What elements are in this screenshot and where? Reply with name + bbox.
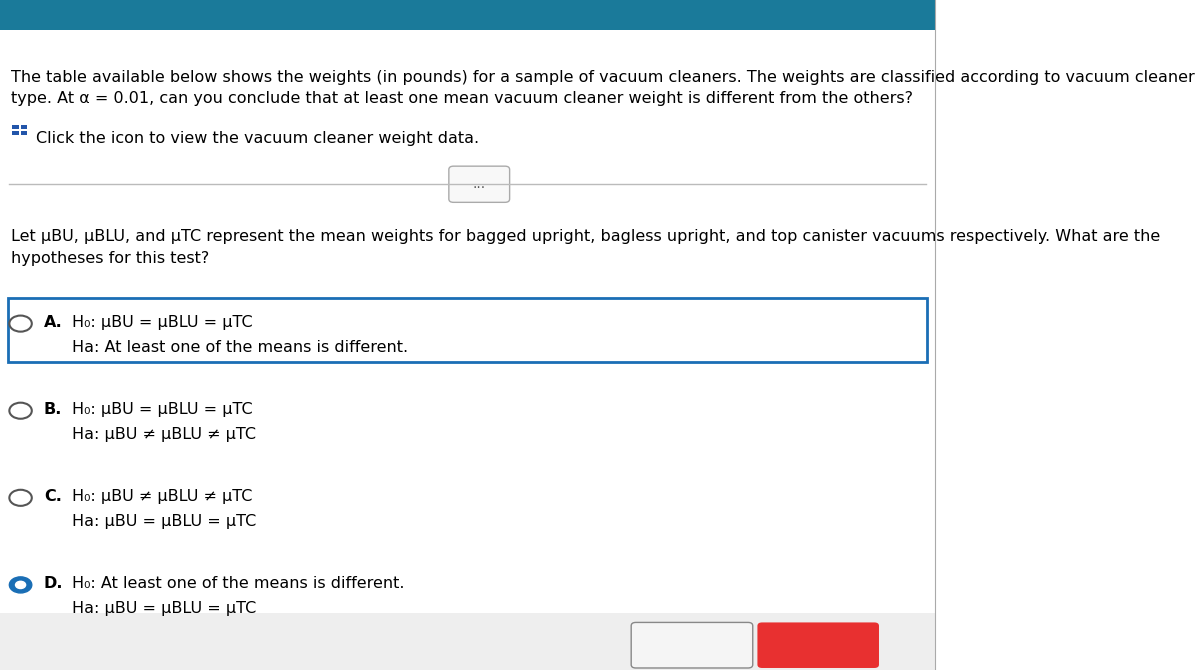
FancyBboxPatch shape — [8, 298, 926, 362]
Text: Click the icon to view the vacuum cleaner weight data.: Click the icon to view the vacuum cleane… — [36, 131, 479, 145]
FancyBboxPatch shape — [20, 125, 28, 129]
Text: H₀: μBU = μBLU = μTC: H₀: μBU = μBLU = μTC — [72, 402, 253, 417]
FancyBboxPatch shape — [449, 166, 510, 202]
Text: Ha: μBU = μBLU = μTC: Ha: μBU = μBLU = μTC — [72, 601, 257, 616]
Text: Ha: μBU = μBLU = μTC: Ha: μBU = μBLU = μTC — [72, 514, 257, 529]
Circle shape — [16, 582, 25, 588]
Text: ...: ... — [473, 178, 486, 191]
Text: H₀: μBU = μBLU = μTC: H₀: μBU = μBLU = μTC — [72, 315, 253, 330]
Text: C.: C. — [44, 489, 62, 504]
FancyBboxPatch shape — [631, 622, 752, 668]
Text: Let μBU, μBLU, and μTC represent the mean weights for bagged upright, bagless up: Let μBU, μBLU, and μTC represent the mea… — [11, 229, 1160, 267]
Text: D.: D. — [44, 576, 64, 591]
Text: H₀: At least one of the means is different.: H₀: At least one of the means is differe… — [72, 576, 404, 591]
Text: H₀: μBU ≠ μBLU ≠ μTC: H₀: μBU ≠ μBLU ≠ μTC — [72, 489, 252, 504]
FancyBboxPatch shape — [12, 125, 19, 129]
FancyBboxPatch shape — [0, 613, 935, 670]
Text: A.: A. — [44, 315, 62, 330]
Circle shape — [10, 577, 31, 593]
FancyBboxPatch shape — [20, 131, 28, 135]
Text: The table available below shows the weights (in pounds) for a sample of vacuum c: The table available below shows the weig… — [11, 70, 1195, 107]
Text: Ha: At least one of the means is different.: Ha: At least one of the means is differe… — [72, 340, 408, 354]
FancyBboxPatch shape — [757, 622, 878, 668]
Text: Ha: μBU ≠ μBLU ≠ μTC: Ha: μBU ≠ μBLU ≠ μTC — [72, 427, 256, 442]
Text: B.: B. — [44, 402, 62, 417]
FancyBboxPatch shape — [0, 0, 935, 30]
FancyBboxPatch shape — [12, 131, 19, 135]
